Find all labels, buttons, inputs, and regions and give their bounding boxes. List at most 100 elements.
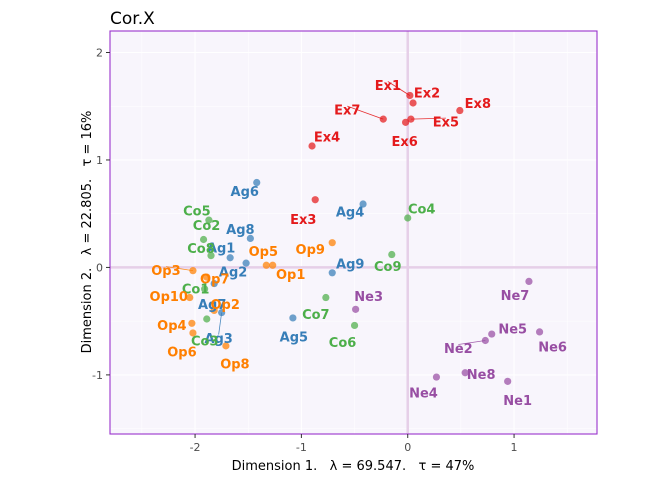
point-label-co8: Co8 [187,242,215,257]
point-ne8 [461,369,469,377]
point-label-op5: Op5 [249,245,278,260]
chart-title: Cor.X [110,9,155,29]
point-label-op10: Op10 [150,290,188,305]
point-label-co4: Co4 [408,202,436,217]
point-ex2 [409,99,417,107]
point-label-co3: Co3 [191,335,219,350]
y-ticks: -1 0 1 2 [92,46,110,382]
point-label-co6: Co6 [329,336,357,351]
point-co2 [199,235,208,244]
point-label-ex5: Ex5 [433,116,459,131]
point-co6 [350,321,359,330]
point-ex7 [379,115,387,123]
point-label-op6: Op6 [167,345,196,360]
leader-line [347,105,384,120]
leader-line [218,312,223,335]
point-label-ag3: Ag3 [204,332,232,347]
point-op4 [188,319,196,327]
points [186,91,544,385]
y-tick-label: 2 [96,46,103,59]
leader-line [387,81,411,96]
x-tick-label: -2 [190,441,201,454]
leader-line [165,266,193,272]
point-op1 [269,261,277,269]
point-label-op8: Op8 [220,357,249,372]
point-label-op9: Op9 [296,243,325,258]
y-tick-label: 1 [96,154,103,167]
point-ag1 [226,254,234,262]
point-ne5 [488,330,496,338]
x-tick-label: 1 [511,441,518,454]
point-label-ag2: Ag2 [219,266,247,281]
point-label-op2: Op2 [211,298,240,313]
point-co1 [201,285,209,293]
point-ag7 [210,279,218,288]
point-label-ag9: Ag9 [336,257,364,272]
point-op10 [186,293,194,302]
point-label-ne7: Ne7 [501,289,530,304]
point-label-ne6: Ne6 [538,340,567,355]
y-axis-label: Dimension 2. λ = 22.805. τ = 16% [80,111,95,354]
point-label-ex4: Ex4 [314,130,340,145]
point-co8 [207,252,215,260]
point-label-ne5: Ne5 [498,323,527,338]
point-labels: Ex1 Ex2 Ex7 Ex5 Ex8 Ex6 Ex4 Ex3 Ag6 Ag4 Ag8 Ag1 Ag2 A… [150,79,567,409]
point-label-op4: Op4 [157,319,186,334]
point-label-op3: Op3 [151,264,180,279]
point-label-ne3: Ne3 [354,290,383,305]
point-ag6 [253,178,261,187]
point-label-op7: Op7 [200,273,229,288]
point-op7 [203,273,211,281]
point-ag9 [328,269,336,277]
point-ag5 [289,314,297,322]
point-ne6 [535,328,544,336]
plot-frame [109,30,598,435]
point-ag2 [242,259,250,267]
point-op2 [210,306,218,315]
point-co7 [322,293,330,302]
point-ex6 [402,118,410,126]
point-ex8 [456,106,464,115]
point-label-co2: Co2 [193,219,221,234]
point-ex5 [407,115,415,123]
y-tick-label: 0 [96,261,103,274]
point-label-ne1: Ne1 [503,394,532,409]
point-label-ex6: Ex6 [391,135,417,150]
leader-line [410,117,446,120]
point-label-ag8: Ag8 [226,223,254,238]
point-label-ex8: Ex8 [465,97,491,112]
leader-line [458,340,486,345]
point-op5 [262,261,270,269]
point-ag8 [246,234,254,243]
x-tick-label: 0 [404,441,411,454]
point-co5 [205,216,213,224]
y-tick-label: -1 [92,369,103,382]
point-ex4 [308,142,316,150]
point-ex1 [406,91,414,100]
point-op6 [189,329,197,337]
point-ne2 [481,336,489,345]
point-label-ag5: Ag5 [280,330,308,345]
point-label-ex2: Ex2 [414,87,440,102]
point-label-ag6: Ag6 [231,185,259,200]
point-ne4 [432,373,441,381]
point-label-ex3: Ex3 [290,213,316,228]
point-label-ne4: Ne4 [409,387,438,402]
point-co4 [404,214,412,222]
point-ag3 [218,308,226,317]
point-label-ag1: Ag1 [207,241,235,256]
plot-panel [110,31,597,434]
point-label-co1: Co1 [182,282,210,297]
point-label-co5: Co5 [183,205,211,220]
point-ne3 [352,305,360,313]
point-ne1 [504,377,512,385]
point-ne7 [525,277,533,285]
x-ticks: -2 -1 0 1 [190,434,518,454]
leader-lines [165,81,486,345]
point-label-ag4: Ag4 [336,206,364,221]
point-label-co7: Co7 [302,308,330,323]
point-ex3 [311,196,319,204]
point-co3 [203,315,211,323]
point-label-ne8: Ne8 [467,368,496,383]
